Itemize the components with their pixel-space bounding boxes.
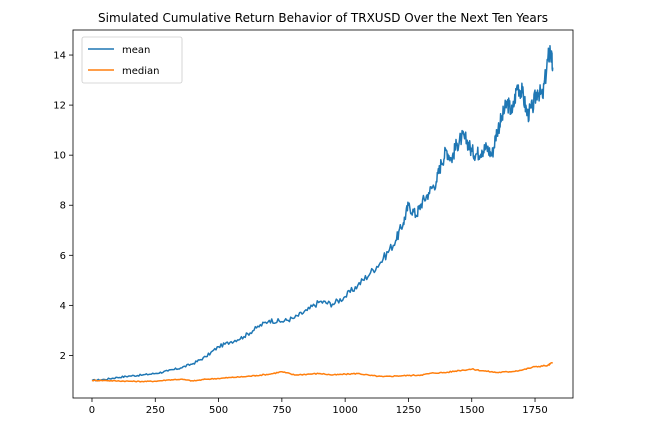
x-tick-label: 1000 (332, 405, 357, 416)
series-line-median (91, 361, 554, 383)
chart-title: Simulated Cumulative Return Behavior of … (98, 11, 548, 25)
x-tick-label: 1500 (459, 405, 484, 416)
x-tick-label: 500 (209, 405, 228, 416)
y-tick-label: 4 (60, 301, 66, 312)
plot-area: 0 250 500 750 1000 1250 1500 1750 2 4 6 8 10 12 14 mean… (53, 29, 574, 416)
y-tick-label: 14 (53, 51, 66, 62)
y-tick-label: 8 (60, 201, 66, 212)
axes-frame (72, 29, 574, 399)
y-tick-label: 6 (60, 251, 66, 262)
legend-label-mean: mean (122, 45, 150, 56)
series-line-mean (91, 45, 554, 382)
legend-label-median: median (122, 66, 160, 77)
y-tick-label: 2 (60, 351, 66, 362)
x-tick-label: 0 (89, 405, 95, 416)
x-tick-label: 1250 (396, 405, 421, 416)
y-tick-label: 12 (53, 101, 66, 112)
x-tick-label: 250 (146, 405, 165, 416)
x-tick-label: 1750 (522, 405, 547, 416)
y-tick-label: 10 (53, 151, 66, 162)
x-tick-label: 750 (272, 405, 291, 416)
